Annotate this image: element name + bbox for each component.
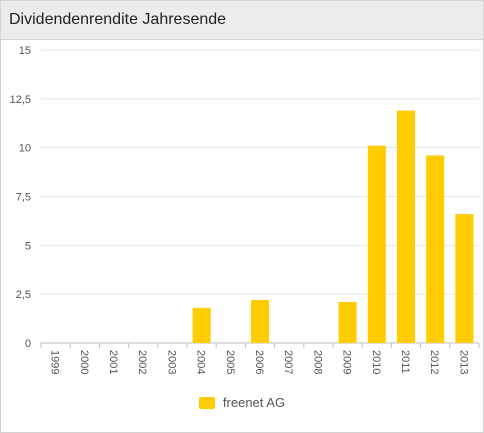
y-tick-label: 5 (25, 240, 31, 252)
chart-plot: 0 2,5 5 7,5 10 12,5 15 1999 2000 2001 2002 2003 2004… (10, 45, 480, 374)
legend-label: freenet AG (222, 395, 286, 410)
legend-swatch (198, 396, 215, 409)
bar-2009 (338, 301, 357, 343)
x-tick-label: 2013 (457, 350, 469, 374)
x-tick-label: 2011 (399, 350, 411, 374)
y-tick-label: 7,5 (16, 192, 31, 204)
y-tick-label: 15 (19, 45, 31, 57)
bar-2006 (251, 300, 269, 343)
x-tick-label: 2010 (370, 350, 382, 374)
y-tick-label: 2,5 (16, 289, 31, 301)
x-tick-label: 2000 (78, 350, 90, 374)
bar-2004 (192, 307, 211, 343)
x-tick-label: 2006 (253, 350, 265, 374)
bar-2012 (426, 155, 445, 343)
x-tick-label: 2004 (195, 350, 207, 374)
bar-2013 (455, 214, 474, 343)
x-tick-label: 2007 (282, 350, 294, 374)
x-tick-label: 2003 (165, 350, 177, 374)
x-tick-label: 2002 (136, 350, 148, 374)
bar-2010 (367, 145, 386, 343)
chart-title: Dividendenrendite Jahresende (9, 11, 227, 28)
x-tick-label: 2005 (224, 350, 236, 374)
chart-header: Dividendenrendite Jahresende (1, 1, 483, 40)
x-tick-label: 2009 (341, 350, 353, 374)
x-tick-label: 2012 (428, 350, 440, 374)
x-tick-label: 2008 (311, 350, 323, 374)
chart-legend[interactable]: freenet AG (1, 395, 483, 410)
y-tick-label: 12,5 (10, 94, 31, 106)
y-tick-label: 10 (19, 143, 31, 155)
y-tick-label: 0 (25, 338, 31, 350)
x-tick-label: 2001 (107, 350, 119, 374)
bar-2011 (397, 110, 415, 343)
x-tick-label: 1999 (49, 350, 61, 374)
